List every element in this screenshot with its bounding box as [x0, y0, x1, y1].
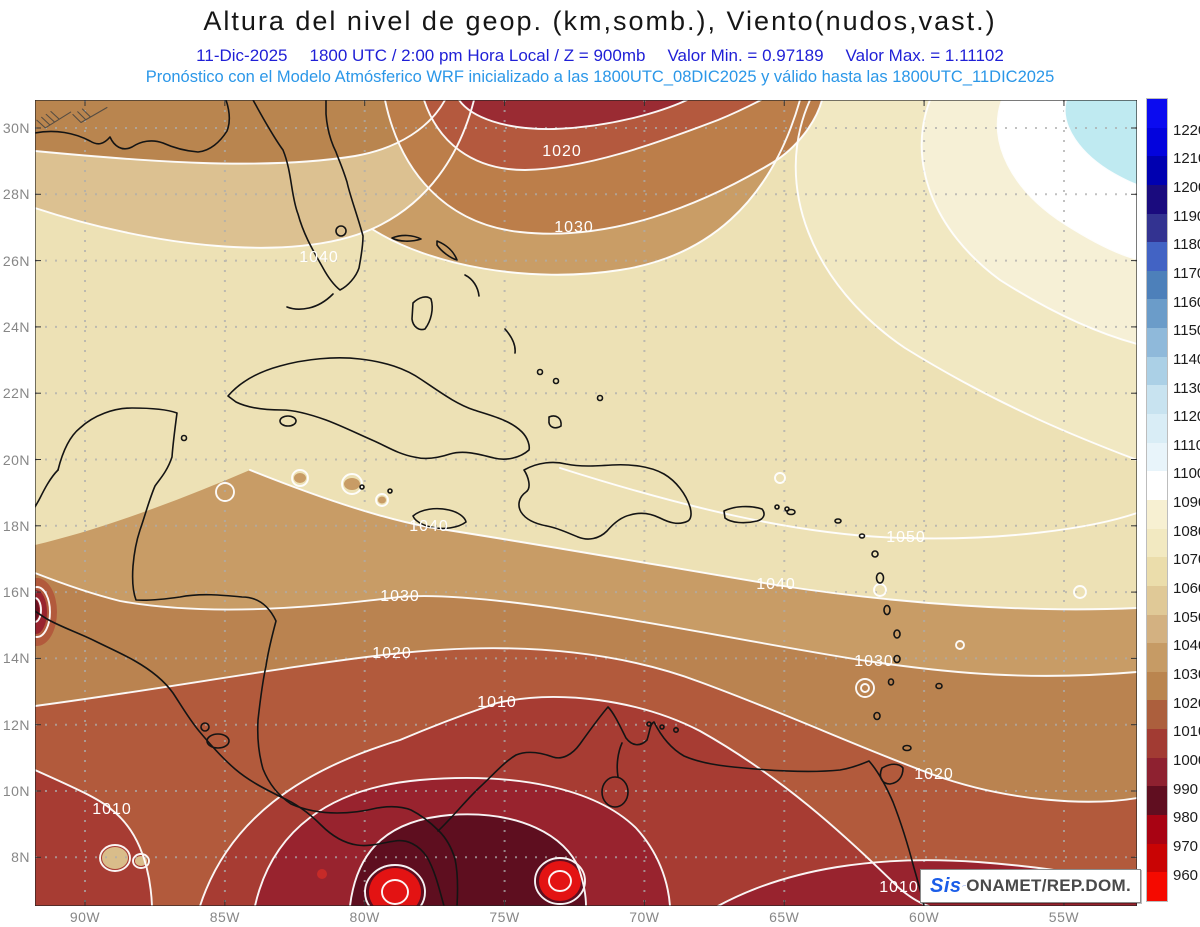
lon-label-60W: 60W — [908, 909, 940, 925]
lon-label-65W: 65W — [769, 909, 800, 925]
lat-label-10N: 10N — [2, 783, 30, 799]
colorbar-segment — [1147, 328, 1167, 357]
colorbar-label-1130: 1130 — [1173, 379, 1200, 397]
colorbar-label-1110: 1110 — [1173, 436, 1200, 454]
colorbar-label-960: 960 — [1173, 866, 1199, 884]
lat-label-26N: 26N — [2, 252, 30, 269]
lat-label-8N: 8N — [11, 849, 30, 866]
colorbar-label-1090: 1090 — [1173, 494, 1200, 512]
colorbar-segment — [1147, 815, 1167, 844]
lon-label-90W: 90W — [69, 909, 101, 925]
valid-date: 11-Dic-2025 — [196, 46, 288, 65]
lat-label-28N: 28N — [2, 186, 30, 203]
colorbar-label-1150: 1150 — [1173, 322, 1200, 340]
lat-label-18N: 18N — [2, 517, 30, 534]
colorbar-segment — [1147, 843, 1167, 873]
value-max: Valor Max. = 1.11102 — [845, 46, 1004, 65]
colorbar-label-980: 980 — [1173, 809, 1199, 827]
colorbar-strip — [1146, 98, 1168, 902]
colorbar-label-1190: 1190 — [1173, 207, 1200, 225]
colorbar-segment — [1147, 614, 1167, 644]
colorbar-label-1220: 1220 — [1173, 121, 1200, 139]
colorbar-segment — [1147, 127, 1167, 157]
colorbar-label-1050: 1050 — [1173, 608, 1200, 626]
lat-label-12N: 12N — [2, 716, 30, 733]
value-min: Valor Min. = 0.97189 — [667, 46, 824, 65]
coastlines — [35, 100, 943, 906]
colorbar-segment — [1147, 786, 1167, 816]
colorbar-label-1030: 1030 — [1173, 666, 1200, 683]
colorbar-label-1170: 1170 — [1173, 264, 1200, 282]
lat-label-16N: 16N — [2, 584, 30, 601]
colorbar-segment — [1147, 729, 1167, 758]
colorbar-segment — [1147, 156, 1167, 185]
map-plot — [35, 100, 1137, 906]
colorbar-segment — [1147, 414, 1167, 443]
subtitle-model-info: Pronóstico con el Modelo Atmósferico WRF… — [145, 68, 1055, 86]
lat-label-24N: 24N — [2, 318, 30, 335]
page-title: Altura del nivel de geop. (km,somb.), Vi… — [203, 6, 997, 36]
valid-time: 1800 UTC / 2:00 pm Hora Local / Z = 900m… — [309, 46, 646, 65]
lon-label-80W: 80W — [349, 909, 380, 925]
colorbar-segment — [1147, 557, 1167, 586]
colorbar-segment — [1147, 99, 1167, 128]
colorbar-segment — [1147, 242, 1167, 271]
map-canvas — [35, 100, 1137, 906]
colorbar-segment — [1147, 270, 1167, 300]
colorbar-label-1010: 1010 — [1173, 723, 1200, 741]
lat-label-30N: 30N — [2, 120, 30, 136]
colorbar-label-1080: 1080 — [1173, 522, 1200, 540]
colorbar-segment — [1147, 385, 1167, 415]
colorbar-segment — [1147, 671, 1167, 701]
colorbar-label-1180: 1180 — [1173, 236, 1200, 254]
wind-barbs — [36, 106, 108, 129]
lon-label-55W: 55W — [1048, 909, 1080, 925]
field-fills — [35, 100, 1137, 906]
contour-lines — [35, 100, 1137, 906]
lon-label-70W: 70W — [629, 909, 660, 925]
colorbar-segment — [1147, 299, 1167, 329]
logo-box: Sis ONAMET/REP.DOM. — [920, 869, 1141, 903]
colorbar-label-1200: 1200 — [1173, 178, 1200, 196]
colorbar-segment — [1147, 471, 1167, 500]
lat-label-22N: 22N — [2, 385, 30, 402]
colorbar-label-970: 970 — [1173, 837, 1199, 855]
logo-brand: Sis — [930, 874, 962, 897]
colorbar-label-1040: 1040 — [1173, 637, 1200, 655]
logo-swoosh-icon — [961, 885, 967, 887]
colorbar: 1220 1210 1200 1190 1180 1170 1160 1150 1140 1130… — [1146, 98, 1200, 910]
colorbar-label-1060: 1060 — [1173, 580, 1200, 598]
colorbar-label-1000: 1000 — [1173, 751, 1200, 769]
colorbar-segment — [1147, 184, 1167, 214]
colorbar-segment — [1147, 585, 1167, 615]
colorbar-label-1210: 1210 — [1173, 150, 1200, 168]
colorbar-label-990: 990 — [1173, 780, 1199, 798]
colorbar-label-1020: 1020 — [1173, 694, 1200, 712]
axis-ticks — [35, 100, 1137, 906]
subtitle-run-info: 11-Dic-2025 1800 UTC / 2:00 pm Hora Local… — [0, 46, 1200, 66]
colorbar-label-1140: 1140 — [1173, 350, 1200, 368]
lon-label-85W: 85W — [209, 909, 240, 925]
lon-label-75W: 75W — [489, 909, 520, 925]
colorbar-segment — [1147, 757, 1167, 787]
colorbar-segment — [1147, 528, 1167, 558]
logo-org: ONAMET/REP.DOM. — [966, 876, 1131, 895]
lat-label-14N: 14N — [2, 650, 30, 667]
colorbar-label-1160: 1160 — [1173, 293, 1200, 311]
lat-label-20N: 20N — [2, 451, 30, 468]
colorbar-segment — [1147, 356, 1167, 386]
colorbar-label-1070: 1070 — [1173, 551, 1200, 569]
colorbar-segment — [1147, 213, 1167, 243]
colorbar-segment — [1147, 442, 1167, 472]
colorbar-segment — [1147, 499, 1167, 529]
colorbar-segment — [1147, 643, 1167, 672]
colorbar-segment — [1147, 872, 1167, 901]
colorbar-segment — [1147, 700, 1167, 730]
